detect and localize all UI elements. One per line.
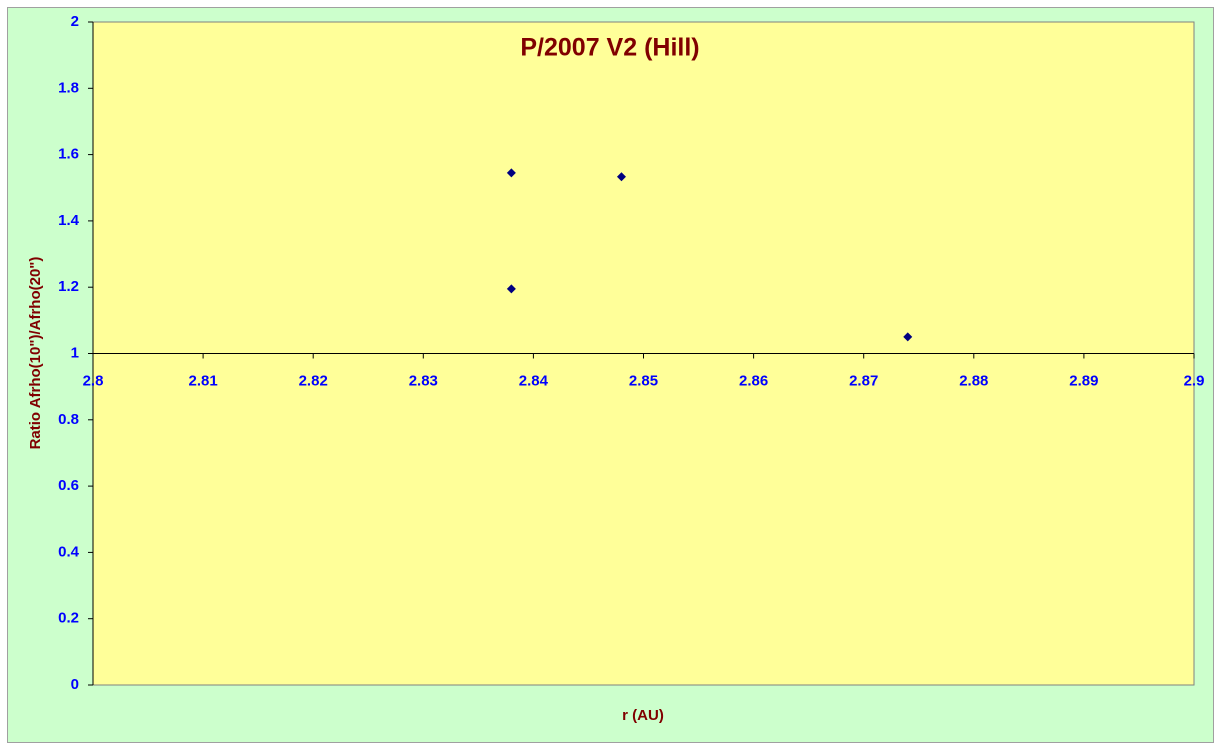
x-tick-label: 2.86 — [739, 372, 768, 389]
y-tick-label: 1.4 — [58, 212, 80, 229]
y-tick-label: 1.6 — [58, 146, 79, 163]
x-tick-label: 2.89 — [1069, 372, 1098, 389]
data-point — [506, 284, 516, 294]
x-tick-label: 2.87 — [849, 372, 878, 389]
data-point — [903, 332, 913, 342]
y-tick-label: 0.8 — [58, 411, 79, 428]
y-tick-label: 1.8 — [58, 79, 79, 96]
x-tick-label: 2.83 — [409, 372, 438, 389]
data-point — [616, 172, 626, 182]
y-tick-label: 1.2 — [58, 278, 79, 295]
y-tick-label: 0.4 — [58, 543, 80, 560]
y-tick-label: 0.6 — [58, 477, 79, 494]
y-axis-label: Ratio Afrho(10")/Afrho(20") — [27, 257, 44, 450]
x-tick-label: 2.8 — [83, 372, 104, 389]
y-tick-label: 2 — [71, 13, 79, 30]
x-tick-label: 2.9 — [1184, 372, 1205, 389]
x-tick-label: 2.88 — [959, 372, 988, 389]
x-axis-label: r (AU) — [622, 707, 664, 724]
x-tick-label: 2.84 — [519, 372, 549, 389]
y-tick-label: 0.2 — [58, 610, 79, 627]
x-tick-label: 2.81 — [188, 372, 217, 389]
x-tick-label: 2.85 — [629, 372, 658, 389]
chart-title: P/2007 V2 (Hill) — [520, 34, 699, 62]
x-tick-label: 2.82 — [299, 372, 328, 389]
y-tick-label: 1 — [71, 344, 79, 361]
data-point — [506, 168, 516, 178]
y-tick-label: 0 — [71, 676, 79, 693]
